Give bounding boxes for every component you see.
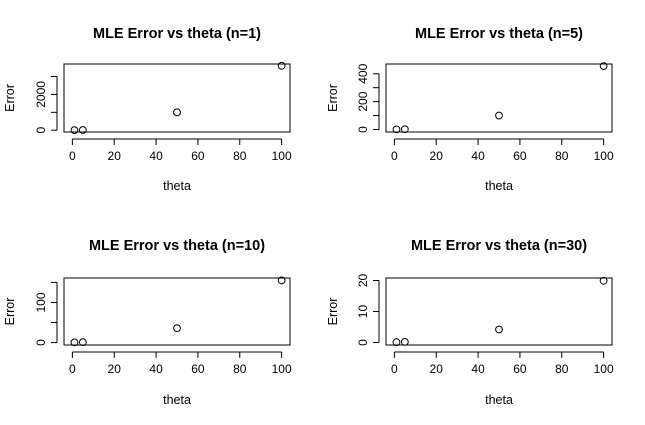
x-tick-label: 60 xyxy=(513,362,527,376)
x-tick-label: 60 xyxy=(191,362,205,376)
y-axis-label: Error xyxy=(3,84,17,112)
data-point xyxy=(599,276,608,285)
chart-title: MLE Error vs theta (n=30) xyxy=(411,238,587,254)
y-tick-label: 400 xyxy=(356,63,370,83)
x-tick-label: 80 xyxy=(555,362,569,376)
data-point xyxy=(495,325,503,334)
x-tick-label: 0 xyxy=(391,149,398,163)
chart-title: MLE Error vs theta (n=1) xyxy=(93,26,261,42)
data-point xyxy=(392,125,401,134)
x-tick-label: 80 xyxy=(233,149,247,163)
y-axis-label: Error xyxy=(326,298,340,326)
y-tick-label: 10 xyxy=(356,305,370,319)
data-point xyxy=(173,324,181,333)
x-tick-label: 40 xyxy=(149,149,163,163)
y-axis-label: Error xyxy=(326,84,340,112)
x-tick-label: 20 xyxy=(108,149,122,163)
x-tick-label: 20 xyxy=(430,149,444,163)
data-point xyxy=(392,338,401,347)
y-tick-label: 0 xyxy=(356,126,370,133)
x-tick-label: 20 xyxy=(108,362,122,376)
x-tick-label: 20 xyxy=(430,362,444,376)
data-point xyxy=(400,125,409,134)
y-tick-label: 0 xyxy=(34,339,48,346)
y-tick-label: 100 xyxy=(34,292,48,312)
x-tick-label: 40 xyxy=(149,362,163,376)
x-axis-label: theta xyxy=(163,393,191,407)
x-tick-label: 80 xyxy=(233,362,247,376)
x-tick-label: 100 xyxy=(272,362,292,376)
x-tick-label: 100 xyxy=(272,149,292,163)
x-axis-label: theta xyxy=(485,179,513,193)
data-point xyxy=(78,338,87,347)
data-point xyxy=(277,61,286,70)
x-tick-label: 100 xyxy=(594,362,614,376)
data-point xyxy=(277,276,286,285)
x-axis-label: theta xyxy=(163,179,191,193)
x-tick-label: 0 xyxy=(69,149,76,163)
chart-panel-3: MLE Error vs theta (n=10) 0 20 40 60 80 100 0 10… xyxy=(3,238,292,407)
x-tick-label: 80 xyxy=(555,149,569,163)
data-point xyxy=(400,337,409,346)
y-tick-label: 20 xyxy=(356,273,370,287)
chart-title: MLE Error vs theta (n=5) xyxy=(415,26,583,42)
data-point xyxy=(70,338,79,347)
plot-frame xyxy=(385,63,613,133)
data-point xyxy=(70,126,79,135)
y-tick-label: 0 xyxy=(356,339,370,346)
x-tick-label: 40 xyxy=(471,362,485,376)
x-tick-label: 100 xyxy=(594,149,614,163)
chart-panel-1: MLE Error vs theta (n=1) 0 20 40 60 80 100 0 200… xyxy=(3,26,292,193)
data-point xyxy=(495,111,503,120)
data-point xyxy=(599,62,608,70)
x-tick-label: 0 xyxy=(69,362,76,376)
x-tick-label: 40 xyxy=(471,149,485,163)
plot-frame xyxy=(385,277,613,346)
x-tick-label: 60 xyxy=(513,149,527,163)
data-point xyxy=(78,126,87,134)
chart-panel-4: MLE Error vs theta (n=30) 0 20 40 60 80 100 0 10… xyxy=(326,238,614,407)
plot-frame xyxy=(63,63,291,133)
y-axis-label: Error xyxy=(3,298,17,326)
y-tick-label: 200 xyxy=(356,91,370,111)
y-tick-label: 0 xyxy=(34,127,48,134)
chart-panel-2: MLE Error vs theta (n=5) 0 20 40 60 80 100 0 200… xyxy=(326,26,614,193)
y-tick-label: 2000 xyxy=(34,81,48,108)
plot-frame xyxy=(63,277,291,346)
x-tick-label: 60 xyxy=(191,149,205,163)
chart-title: MLE Error vs theta (n=10) xyxy=(89,238,265,254)
data-point xyxy=(173,108,181,117)
x-axis-label: theta xyxy=(485,393,513,407)
x-tick-label: 0 xyxy=(391,362,398,376)
